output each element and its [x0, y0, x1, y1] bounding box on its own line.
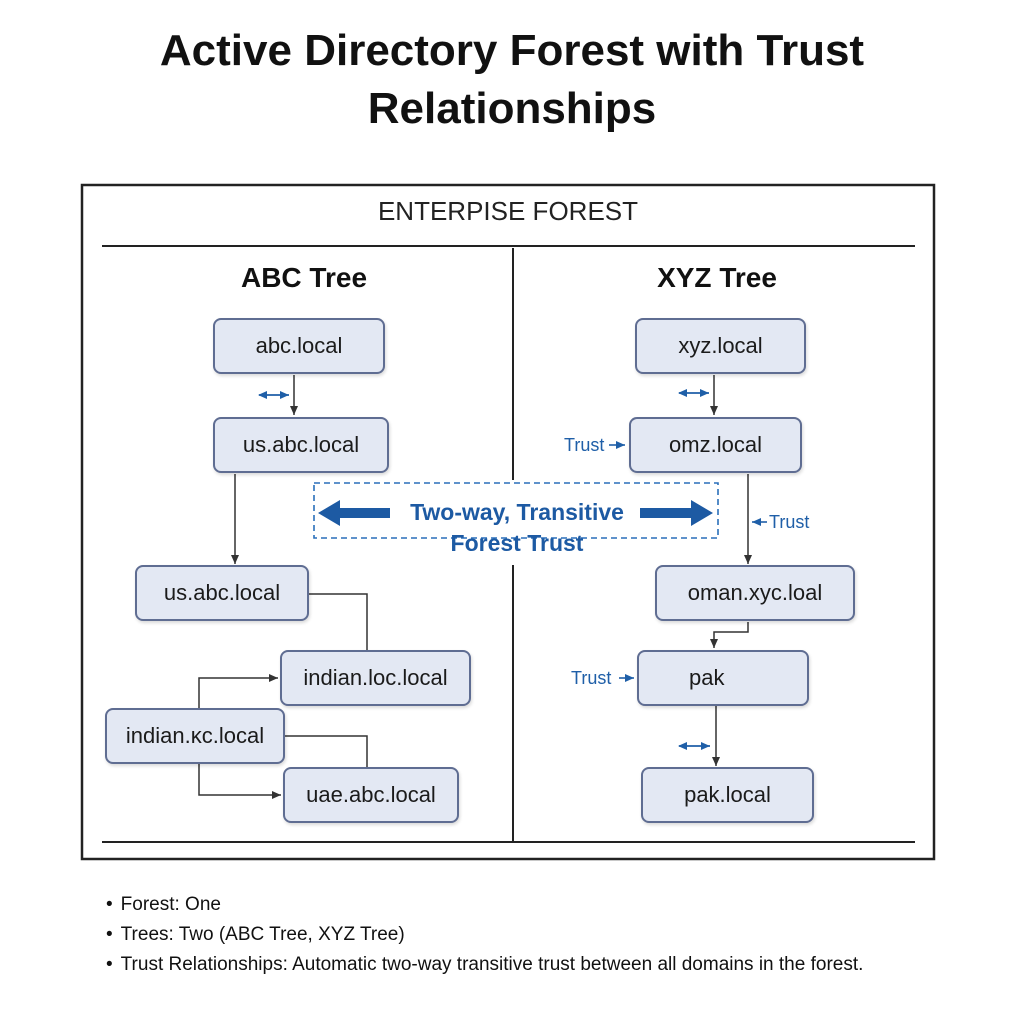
forest-label: ENTERPISE FOREST — [377, 196, 639, 226]
notes-list: Forest: One Trees: Two (ABC Tree, XYZ Tr… — [106, 893, 864, 983]
domain-node-oman-xyc-loal[interactable]: oman.xyc.loal — [655, 565, 855, 621]
domain-node-pak-local[interactable]: pak.local — [641, 767, 814, 823]
connector-oman-to-pak — [710, 622, 749, 648]
domain-node-us-abc-local[interactable]: us.abc.local — [213, 417, 389, 473]
domain-node-us-abc-local-2[interactable]: us.abc.local — [135, 565, 309, 621]
connector-indian-xc-right — [285, 735, 368, 768]
note-trust: Trust Relationships: Automatic two-way t… — [106, 953, 864, 983]
domain-node-indian-loc-local[interactable]: indian.loc.local — [280, 650, 471, 706]
forest-trust-label: Two-way, Transitive Forest Trust — [372, 497, 662, 559]
domain-node-indian-xc-local[interactable]: indian.κc.local — [105, 708, 285, 764]
domain-node-omz-local[interactable]: omz.local — [629, 417, 802, 473]
trust-label-pak: Trust — [571, 668, 612, 688]
forest-trust-line-1: Two-way, Transitive — [410, 499, 624, 525]
diagram-title: Active Directory Forest with Trust Relat… — [0, 22, 1024, 138]
domain-node-xyz-local[interactable]: xyz.local — [635, 318, 806, 374]
title-line-2: Relationships — [367, 84, 657, 133]
connector-us2-to-indian-loc — [309, 593, 368, 650]
trust-label-omz: Trust — [564, 435, 605, 455]
connector-to-uae — [198, 764, 281, 799]
forest-frame — [80, 183, 936, 861]
forest-trust-arrow-right — [640, 500, 713, 526]
title-line-1: Active Directory Forest with Trust — [159, 26, 865, 75]
domain-node-abc-local[interactable]: abc.local — [213, 318, 385, 374]
xyz-tree-heading: XYZ Tree — [657, 262, 777, 293]
forest-trust-arrow-left — [318, 500, 390, 526]
note-trees: Trees: Two (ABC Tree, XYZ Tree) — [106, 923, 863, 953]
trust-label-oman: Trust — [769, 512, 810, 532]
domain-node-pak[interactable]: pak — [637, 650, 809, 706]
abc-tree-heading: ABC Tree — [240, 262, 368, 293]
forest-trust-line-2: Forest Trust — [450, 530, 584, 556]
domain-node-uae-abc-local[interactable]: uae.abc.local — [283, 767, 459, 823]
note-forest: Forest: One — [106, 893, 863, 923]
connector-to-indian-loc — [198, 674, 278, 708]
